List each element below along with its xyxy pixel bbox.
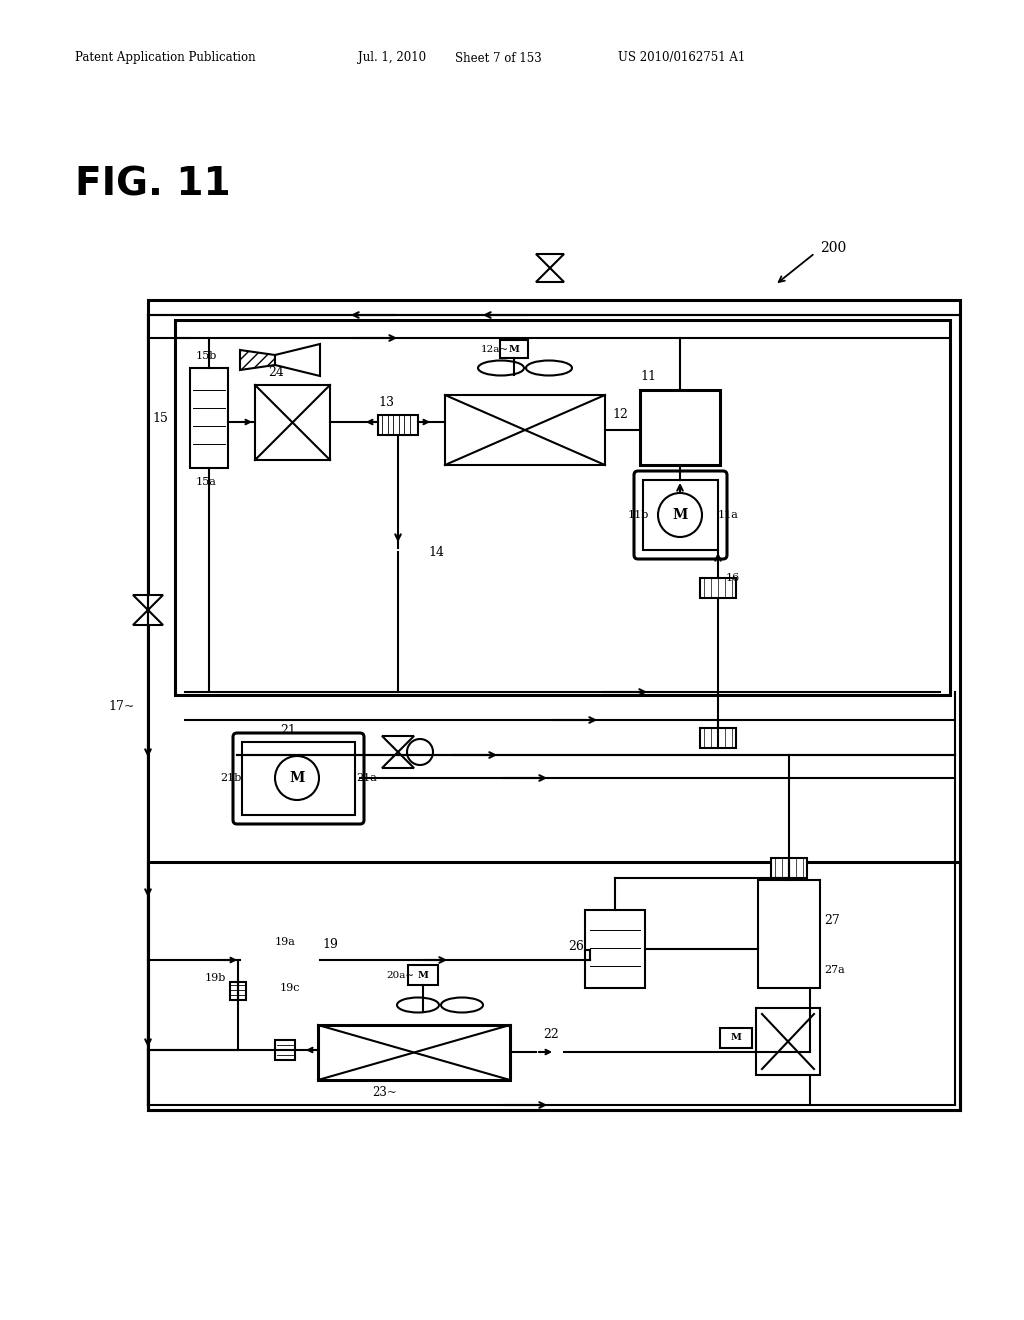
Bar [720,1028,752,1048]
Text: 11b: 11b [628,510,649,520]
Text: M: M [730,1034,741,1043]
Bar [148,862,961,1110]
Text: M: M [509,345,519,354]
Text: 11: 11 [640,371,656,384]
Text: 23~: 23~ [372,1085,396,1098]
Bar [445,395,605,465]
Polygon shape [240,350,275,370]
Polygon shape [275,345,319,376]
Bar [640,389,720,465]
Bar [700,729,736,748]
Text: Sheet 7 of 153: Sheet 7 of 153 [455,51,542,65]
Text: Patent Application Publication: Patent Application Publication [75,51,256,65]
Text: 24: 24 [268,366,284,379]
Polygon shape [133,595,163,610]
Bar [408,965,438,985]
Polygon shape [382,737,414,752]
Bar [190,368,228,469]
Circle shape [407,739,433,766]
Text: 11a: 11a [718,510,739,520]
Text: 16: 16 [726,573,740,583]
Bar [255,385,330,459]
Bar [318,1026,510,1080]
Bar [242,742,355,814]
Text: 27: 27 [824,913,840,927]
Bar [771,858,807,878]
Bar [148,300,961,1110]
Text: 21a: 21a [356,774,377,783]
Text: 22: 22 [543,1028,559,1041]
Bar [643,480,718,550]
Text: M: M [290,771,305,785]
Bar [585,909,645,987]
Text: 19b: 19b [205,973,226,983]
Text: 27a: 27a [824,965,845,975]
Bar [275,1040,295,1060]
Text: US 2010/0162751 A1: US 2010/0162751 A1 [618,51,745,65]
Text: 19: 19 [322,939,338,952]
Bar [758,880,820,987]
Bar [378,414,418,436]
Text: 19a: 19a [275,937,296,946]
Text: Jul. 1, 2010: Jul. 1, 2010 [358,51,426,65]
Text: 21: 21 [280,723,296,737]
Ellipse shape [478,360,524,375]
Text: 12a~: 12a~ [481,345,509,354]
Ellipse shape [526,360,572,375]
Text: 19c: 19c [280,983,300,993]
Text: 15b: 15b [196,351,217,360]
Text: 21b: 21b [220,774,242,783]
Text: 15: 15 [152,412,168,425]
Polygon shape [133,610,163,624]
Bar [700,578,736,598]
Text: 12: 12 [612,408,628,421]
Text: 20a~: 20a~ [386,970,414,979]
Bar [175,319,950,696]
Text: 17~: 17~ [108,701,134,714]
Text: 13: 13 [378,396,394,408]
Text: 15a: 15a [196,477,217,487]
Text: 14: 14 [428,546,444,560]
Bar [756,1008,820,1074]
Polygon shape [536,268,564,282]
Text: M: M [418,970,428,979]
Polygon shape [536,253,564,268]
Text: FIG. 11: FIG. 11 [75,166,230,205]
Polygon shape [382,752,414,768]
Bar [500,341,528,358]
Text: 26: 26 [568,940,584,953]
Ellipse shape [441,998,483,1012]
Text: 200: 200 [820,242,846,255]
Text: M: M [673,508,688,521]
Bar [230,982,246,1001]
Ellipse shape [397,998,439,1012]
